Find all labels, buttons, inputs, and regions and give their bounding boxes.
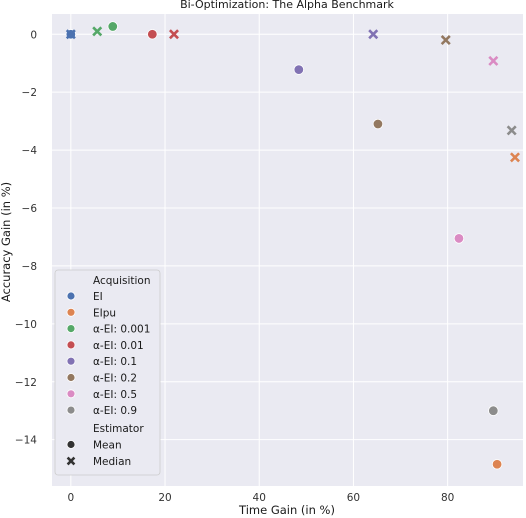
legend-marker — [66, 340, 76, 350]
legend-label: EIpu — [93, 307, 116, 319]
legend-marker — [66, 389, 76, 399]
y-tick-label: −2 — [22, 87, 37, 99]
legend-title-acquisition: Acquisition — [93, 275, 151, 287]
legend-label: Mean — [93, 440, 122, 452]
legend-label: EI — [93, 291, 103, 303]
y-tick-label: −4 — [22, 145, 38, 157]
y-tick-label: 0 — [30, 29, 37, 41]
y-tick-label: −6 — [22, 203, 38, 215]
data-point-mean — [107, 21, 118, 32]
data-point-mean — [372, 118, 384, 130]
legend-marker — [66, 405, 76, 415]
legend-marker — [66, 440, 76, 449]
legend-marker — [66, 373, 76, 382]
data-point-mean — [147, 29, 158, 40]
y-tick-label: −14 — [15, 435, 37, 447]
legend: Acquisition EI EIpu α-EI: 0.001 α-EI: 0.01 α-… — [54, 269, 161, 476]
legend-label: α-EI: 0.5 — [93, 389, 137, 401]
data-point-median — [509, 152, 520, 163]
y-tick-labels: 0 −2 −4 −6 −8 −10 −12 −14 — [15, 29, 37, 446]
data-point-mean — [491, 459, 503, 470]
legend-marker — [66, 456, 76, 466]
legend-box — [54, 269, 161, 476]
legend-marker — [66, 324, 76, 334]
data-point-median — [488, 55, 499, 66]
data-point-median — [368, 29, 379, 40]
y-tick-label: −12 — [15, 377, 37, 389]
data-point-mean — [293, 64, 305, 75]
grid-lines — [52, 14, 523, 486]
legend-title-estimator: Estimator — [93, 423, 144, 435]
y-axis-label: Accuracy Gain (in %) — [0, 182, 13, 302]
legend-marker — [66, 291, 76, 301]
data-point-mean — [453, 233, 465, 244]
x-tick-label: 0 — [67, 492, 74, 504]
data-point-median — [168, 29, 179, 40]
data-point-median — [65, 29, 76, 40]
legend-marker — [66, 307, 76, 317]
x-tick-label: 80 — [441, 492, 454, 504]
data-points — [65, 21, 520, 470]
data-point-median — [506, 125, 517, 136]
legend-label: α-EI: 0.01 — [93, 340, 144, 352]
legend-label: α-EI: 0.9 — [93, 405, 137, 417]
x-tick-label: 40 — [253, 492, 266, 504]
y-tick-label: −10 — [15, 319, 37, 331]
x-tick-labels: 0 20 40 60 80 — [67, 492, 454, 504]
legend-marker — [66, 356, 76, 366]
y-tick-label: −8 — [22, 261, 37, 273]
x-tick-label: 60 — [347, 492, 360, 504]
x-axis-label: Time Gain (in %) — [238, 503, 335, 517]
x-tick-label: 20 — [158, 492, 171, 504]
data-point-median — [440, 35, 451, 46]
data-point-mean — [488, 405, 499, 416]
data-point-median — [92, 26, 103, 37]
legend-label: Median — [93, 456, 131, 468]
legend-label: α-EI: 0.1 — [93, 356, 137, 368]
legend-label: α-EI: 0.2 — [93, 373, 137, 385]
legend-label: α-EI: 0.001 — [93, 324, 150, 336]
chart-title: Bi-Optimization: The Alpha Benchmark — [180, 0, 394, 11]
